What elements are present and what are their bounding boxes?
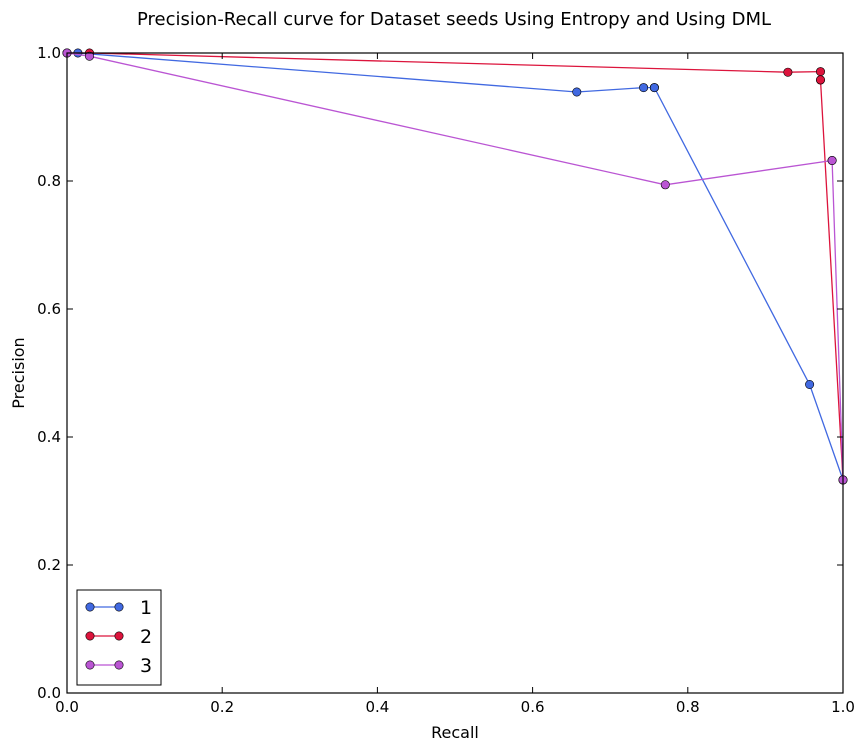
- series-3-point: [85, 51, 95, 61]
- series-1-point: [572, 87, 582, 97]
- y-tick-label: 0.6: [37, 300, 61, 318]
- legend-swatch-marker: [114, 602, 124, 612]
- ticks-layer: 0.0 0.2 0.4 0.6 0.8 1.0 0.0 0.2 0.4 0.6 0.8 1.0: [37, 44, 855, 716]
- series-2-point: [783, 67, 793, 77]
- series-2-point: [815, 67, 825, 77]
- x-tick-label: 1.0: [831, 698, 855, 716]
- x-tick-label: 0.0: [55, 698, 79, 716]
- x-tick-label: 0.6: [521, 698, 545, 716]
- legend-label: 2: [140, 626, 152, 648]
- x-axis-label: Recall: [431, 723, 479, 742]
- y-tick-label: 1.0: [37, 44, 61, 62]
- y-axis-label: Precision: [9, 337, 28, 408]
- series-3-line: [66, 52, 844, 480]
- plot-frame: [66, 52, 844, 694]
- series-2-point: [815, 75, 825, 85]
- y-tick-label: 0.8: [37, 172, 61, 190]
- legend-swatch-marker: [85, 602, 95, 612]
- x-tick-label: 0.4: [365, 698, 389, 716]
- series-2: [62, 48, 848, 485]
- series-3-point: [660, 180, 670, 190]
- legend-items: 1 2 3: [85, 597, 152, 677]
- series-1-point: [649, 83, 659, 93]
- legend-swatch-marker: [114, 631, 124, 641]
- chart-title: Precision-Recall curve for Dataset seeds…: [137, 9, 771, 30]
- legend-item-1: 1: [85, 597, 152, 619]
- series-1-line: [67, 52, 844, 481]
- legend-item-2: 2: [85, 626, 152, 648]
- legend-label: 3: [140, 655, 152, 677]
- legend-swatch-marker: [85, 660, 95, 670]
- series-1-point: [639, 83, 649, 93]
- series-1: [62, 48, 848, 485]
- x-tick-label: 0.2: [210, 698, 234, 716]
- y-tick-label: 0.2: [37, 556, 61, 574]
- legend: 1 2 3: [76, 589, 162, 686]
- legend-swatch-marker: [85, 631, 95, 641]
- x-tick-label: 0.8: [676, 698, 700, 716]
- legend-swatch-marker: [114, 660, 124, 670]
- legend-item-3: 3: [85, 655, 152, 677]
- y-tick-label: 0.4: [37, 428, 61, 446]
- legend-label: 1: [140, 597, 152, 619]
- series-layer: [62, 48, 848, 485]
- series-3: [62, 48, 848, 485]
- series-1-point: [805, 379, 815, 389]
- series-2-line: [67, 52, 844, 480]
- series-3-point: [827, 156, 837, 166]
- y-tick-label: 0.0: [37, 684, 61, 702]
